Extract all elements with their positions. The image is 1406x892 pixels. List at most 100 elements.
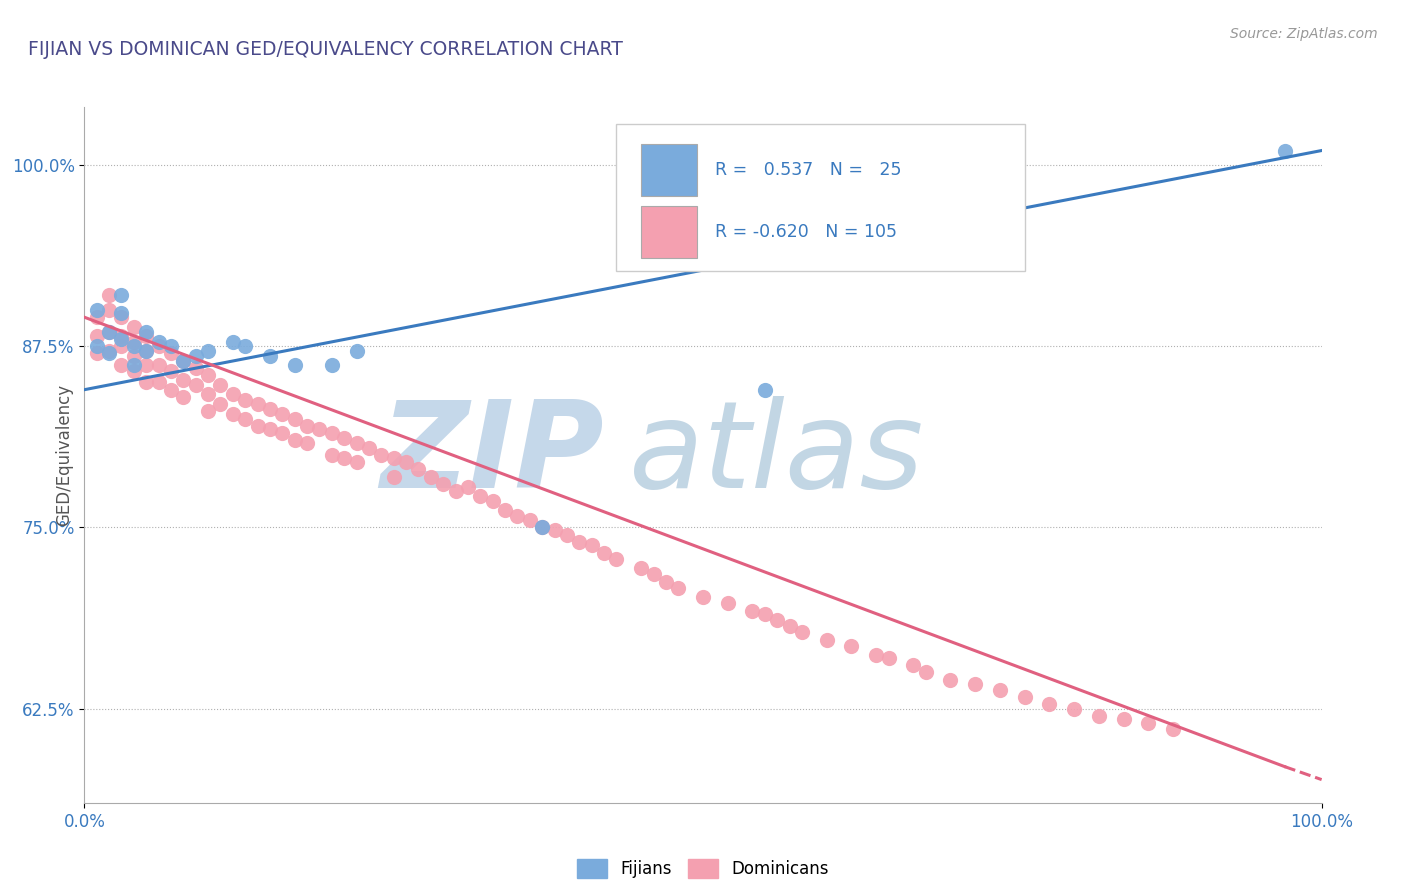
Point [346, 455, 368, 469]
Point [346, 436, 368, 450]
Point [531, 520, 554, 534]
Point [568, 535, 591, 549]
Point [160, 346, 183, 360]
Point [914, 665, 936, 680]
Point [135, 329, 157, 343]
Point [122, 350, 145, 364]
Point [259, 401, 281, 416]
Point [754, 383, 776, 397]
Point [531, 520, 554, 534]
Point [172, 353, 194, 368]
Point [135, 343, 157, 358]
Point [284, 358, 307, 372]
Point [271, 426, 294, 441]
Point [333, 430, 356, 444]
Text: Source: ZipAtlas.com: Source: ZipAtlas.com [1230, 27, 1378, 41]
Point [110, 329, 132, 343]
Point [395, 455, 418, 469]
Point [122, 334, 145, 349]
Point [692, 590, 714, 604]
Point [790, 624, 813, 639]
Point [148, 376, 170, 390]
Point [98, 303, 121, 318]
Point [877, 651, 900, 665]
Point [110, 358, 132, 372]
Point [555, 527, 578, 541]
Point [122, 358, 145, 372]
Point [717, 596, 740, 610]
Point [1063, 701, 1085, 715]
Point [209, 378, 232, 392]
Text: FIJIAN VS DOMINICAN GED/EQUIVALENCY CORRELATION CHART: FIJIAN VS DOMINICAN GED/EQUIVALENCY CORR… [28, 40, 623, 59]
Point [779, 619, 801, 633]
Point [148, 358, 170, 372]
Point [1112, 712, 1135, 726]
Point [457, 480, 479, 494]
Point [382, 450, 405, 465]
Point [444, 484, 467, 499]
Point [233, 411, 256, 425]
Point [581, 538, 603, 552]
Point [1038, 698, 1060, 712]
Legend: Fijians, Dominicans: Fijians, Dominicans [571, 853, 835, 885]
Point [135, 343, 157, 358]
Point [246, 397, 269, 411]
Point [470, 489, 492, 503]
Point [346, 343, 368, 358]
Point [643, 566, 665, 581]
Point [766, 613, 789, 627]
Point [86, 303, 108, 318]
Point [506, 508, 529, 523]
Point [988, 682, 1011, 697]
Point [122, 364, 145, 378]
Bar [641, 206, 697, 259]
Y-axis label: GED/Equivalency: GED/Equivalency [55, 384, 73, 526]
Point [110, 332, 132, 346]
Point [160, 383, 183, 397]
Point [222, 387, 245, 401]
Point [148, 334, 170, 349]
Point [382, 469, 405, 483]
Point [148, 339, 170, 353]
Point [98, 343, 121, 358]
Point [122, 339, 145, 353]
Point [86, 346, 108, 360]
Point [110, 339, 132, 353]
Point [122, 320, 145, 334]
Point [321, 426, 343, 441]
Point [865, 648, 887, 662]
Point [259, 422, 281, 436]
Point [655, 575, 678, 590]
Text: atlas: atlas [628, 396, 924, 514]
Point [172, 373, 194, 387]
Point [308, 422, 330, 436]
Point [1137, 716, 1160, 731]
Point [197, 343, 219, 358]
Point [630, 561, 652, 575]
Point [110, 306, 132, 320]
Point [321, 448, 343, 462]
Point [543, 524, 565, 538]
Point [86, 329, 108, 343]
Point [754, 607, 776, 622]
Point [481, 494, 503, 508]
Point [939, 673, 962, 687]
Point [666, 582, 689, 596]
Point [259, 350, 281, 364]
Text: ZIP: ZIP [380, 396, 605, 514]
Point [841, 639, 863, 653]
Point [593, 547, 616, 561]
Point [209, 397, 232, 411]
Point [135, 358, 157, 372]
Point [184, 378, 207, 392]
Point [172, 353, 194, 368]
Point [98, 288, 121, 302]
Point [519, 513, 541, 527]
Point [370, 448, 392, 462]
Point [605, 552, 627, 566]
Text: R = -0.620   N = 105: R = -0.620 N = 105 [716, 223, 897, 241]
Point [197, 404, 219, 418]
Point [233, 392, 256, 407]
Point [408, 462, 430, 476]
Point [86, 339, 108, 353]
